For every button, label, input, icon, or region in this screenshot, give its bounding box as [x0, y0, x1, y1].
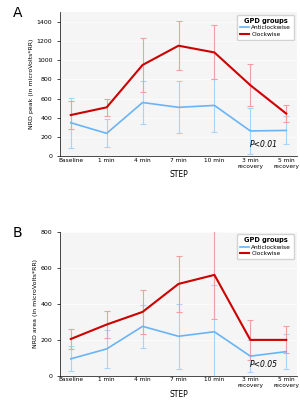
Y-axis label: NRD peak (in microVolts*RR): NRD peak (in microVolts*RR) [29, 39, 34, 130]
Legend: Anticlockwise, Clockwise: Anticlockwise, Clockwise [237, 15, 294, 40]
Text: B: B [13, 226, 22, 240]
Y-axis label: NRD area (in microVolts*RR): NRD area (in microVolts*RR) [33, 259, 38, 348]
X-axis label: STEP: STEP [169, 170, 188, 179]
Text: P<0.01: P<0.01 [250, 140, 278, 149]
Text: P<0.05: P<0.05 [250, 360, 278, 369]
Legend: Anticlockwise, Clockwise: Anticlockwise, Clockwise [237, 234, 294, 259]
X-axis label: STEP: STEP [169, 390, 188, 398]
Text: A: A [13, 6, 22, 20]
